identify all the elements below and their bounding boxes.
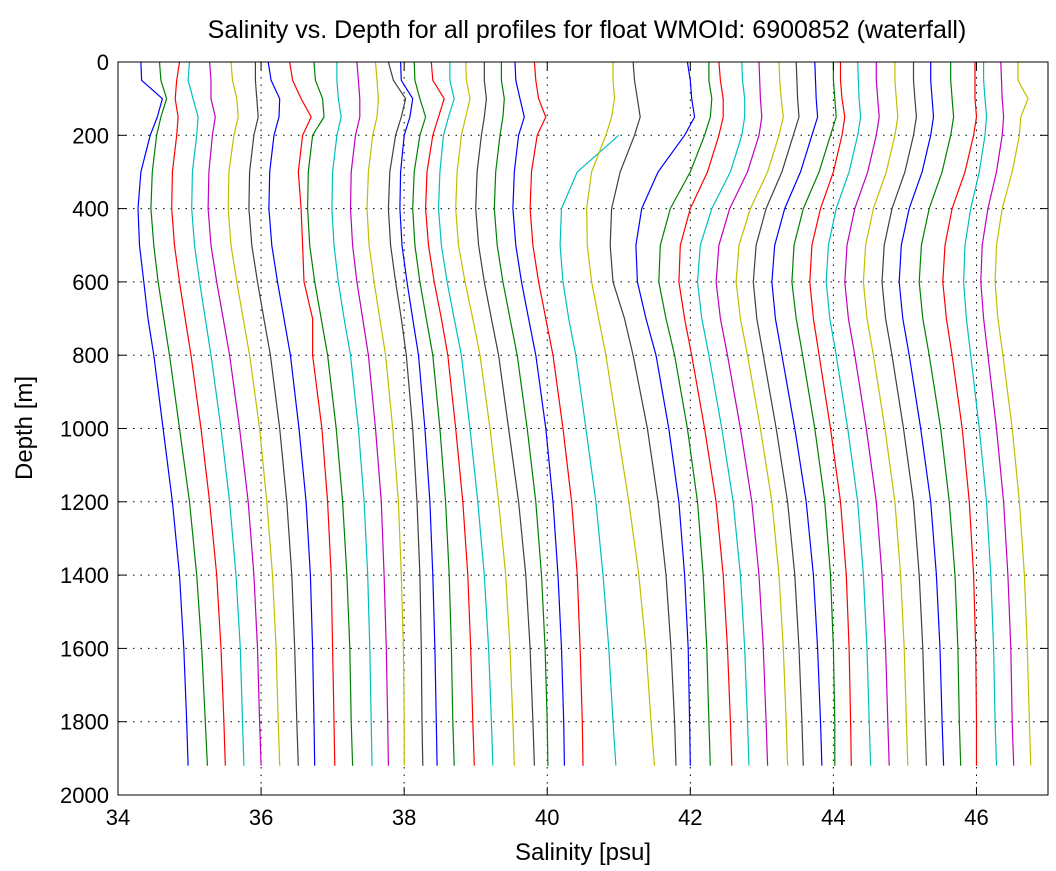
profile-line-35 (791, 62, 837, 766)
profile-lines (137, 61, 1032, 766)
grid-lines (118, 62, 1048, 795)
profile-line-37 (825, 61, 872, 766)
x-tick-label-44: 44 (821, 805, 845, 830)
profile-line-27 (635, 61, 696, 766)
y-axis-label: Depth [m] (11, 376, 38, 480)
y-tick-label-400: 400 (72, 197, 109, 222)
profile-line-12 (349, 61, 389, 766)
profile-line-16 (412, 61, 455, 766)
profile-line-42 (918, 62, 962, 766)
profile-line-32 (735, 61, 789, 766)
y-tick-label-800: 800 (72, 343, 109, 368)
x-tick-label-42: 42 (678, 805, 702, 830)
profile-line-36 (809, 62, 852, 766)
profile-line-26 (609, 61, 677, 766)
profile-line-14 (387, 61, 424, 766)
profile-line-24 (559, 134, 620, 766)
profile-line-30 (696, 61, 750, 766)
profile-line-10 (307, 61, 354, 766)
x-tick-label-40: 40 (535, 805, 559, 830)
profile-line-44 (963, 62, 998, 766)
profile-line-28 (658, 62, 713, 766)
profile-line-39 (862, 62, 909, 766)
profile-line-9 (289, 61, 336, 766)
x-tick-label-36: 36 (249, 805, 273, 830)
profile-line-17 (425, 61, 475, 766)
x-axis-ticks: 34 36 38 40 42 44 46 (106, 62, 989, 830)
x-axis-label: Salinity [psu] (515, 839, 651, 866)
profile-line-13 (366, 61, 405, 766)
profile-line-2 (150, 61, 208, 766)
y-tick-label-1800: 1800 (60, 710, 109, 735)
profile-line-1 (137, 61, 189, 766)
profile-line-23 (529, 61, 584, 766)
profile-line-11 (331, 62, 373, 766)
profile-line-40 (881, 62, 927, 766)
y-axis-ticks: 0 200 400 600 800 1000 1200 1400 1600 1800 2000 (60, 50, 1048, 808)
profile-line-38 (844, 62, 890, 766)
profile-line-21 (493, 62, 549, 766)
profile-line-20 (475, 62, 535, 766)
profile-line-41 (898, 62, 945, 766)
profile-line-8 (267, 61, 316, 766)
y-tick-label-600: 600 (72, 270, 109, 295)
profile-line-33 (752, 61, 804, 766)
profile-line-4 (187, 61, 245, 766)
chart-title: Salinity vs. Depth for all profiles for … (208, 16, 967, 44)
y-tick-label-0: 0 (97, 50, 109, 75)
x-tick-label-38: 38 (392, 805, 416, 830)
profile-line-7 (248, 62, 299, 766)
y-tick-label-2000: 2000 (60, 783, 109, 808)
y-tick-label-1200: 1200 (60, 490, 109, 515)
x-tick-label-34: 34 (106, 805, 130, 830)
profile-line-6 (227, 61, 281, 766)
y-tick-label-200: 200 (72, 123, 109, 148)
y-tick-label-1600: 1600 (60, 636, 109, 661)
y-tick-label-1400: 1400 (60, 563, 109, 588)
profile-line-18 (437, 62, 494, 766)
profile-line-25 (586, 62, 656, 766)
profile-line-15 (399, 61, 438, 766)
y-tick-label-1000: 1000 (60, 417, 109, 442)
profile-line-3 (171, 61, 226, 766)
profile-line-31 (715, 61, 769, 766)
x-tick-label-46: 46 (964, 805, 988, 830)
profile-line-34 (771, 61, 823, 766)
profile-line-46 (994, 62, 1032, 766)
profile-line-29 (678, 61, 733, 766)
profile-line-45 (980, 61, 1015, 766)
profile-line-22 (512, 61, 565, 766)
profile-line-43 (942, 62, 978, 766)
profile-line-19 (455, 61, 515, 766)
profile-line-5 (207, 61, 262, 766)
